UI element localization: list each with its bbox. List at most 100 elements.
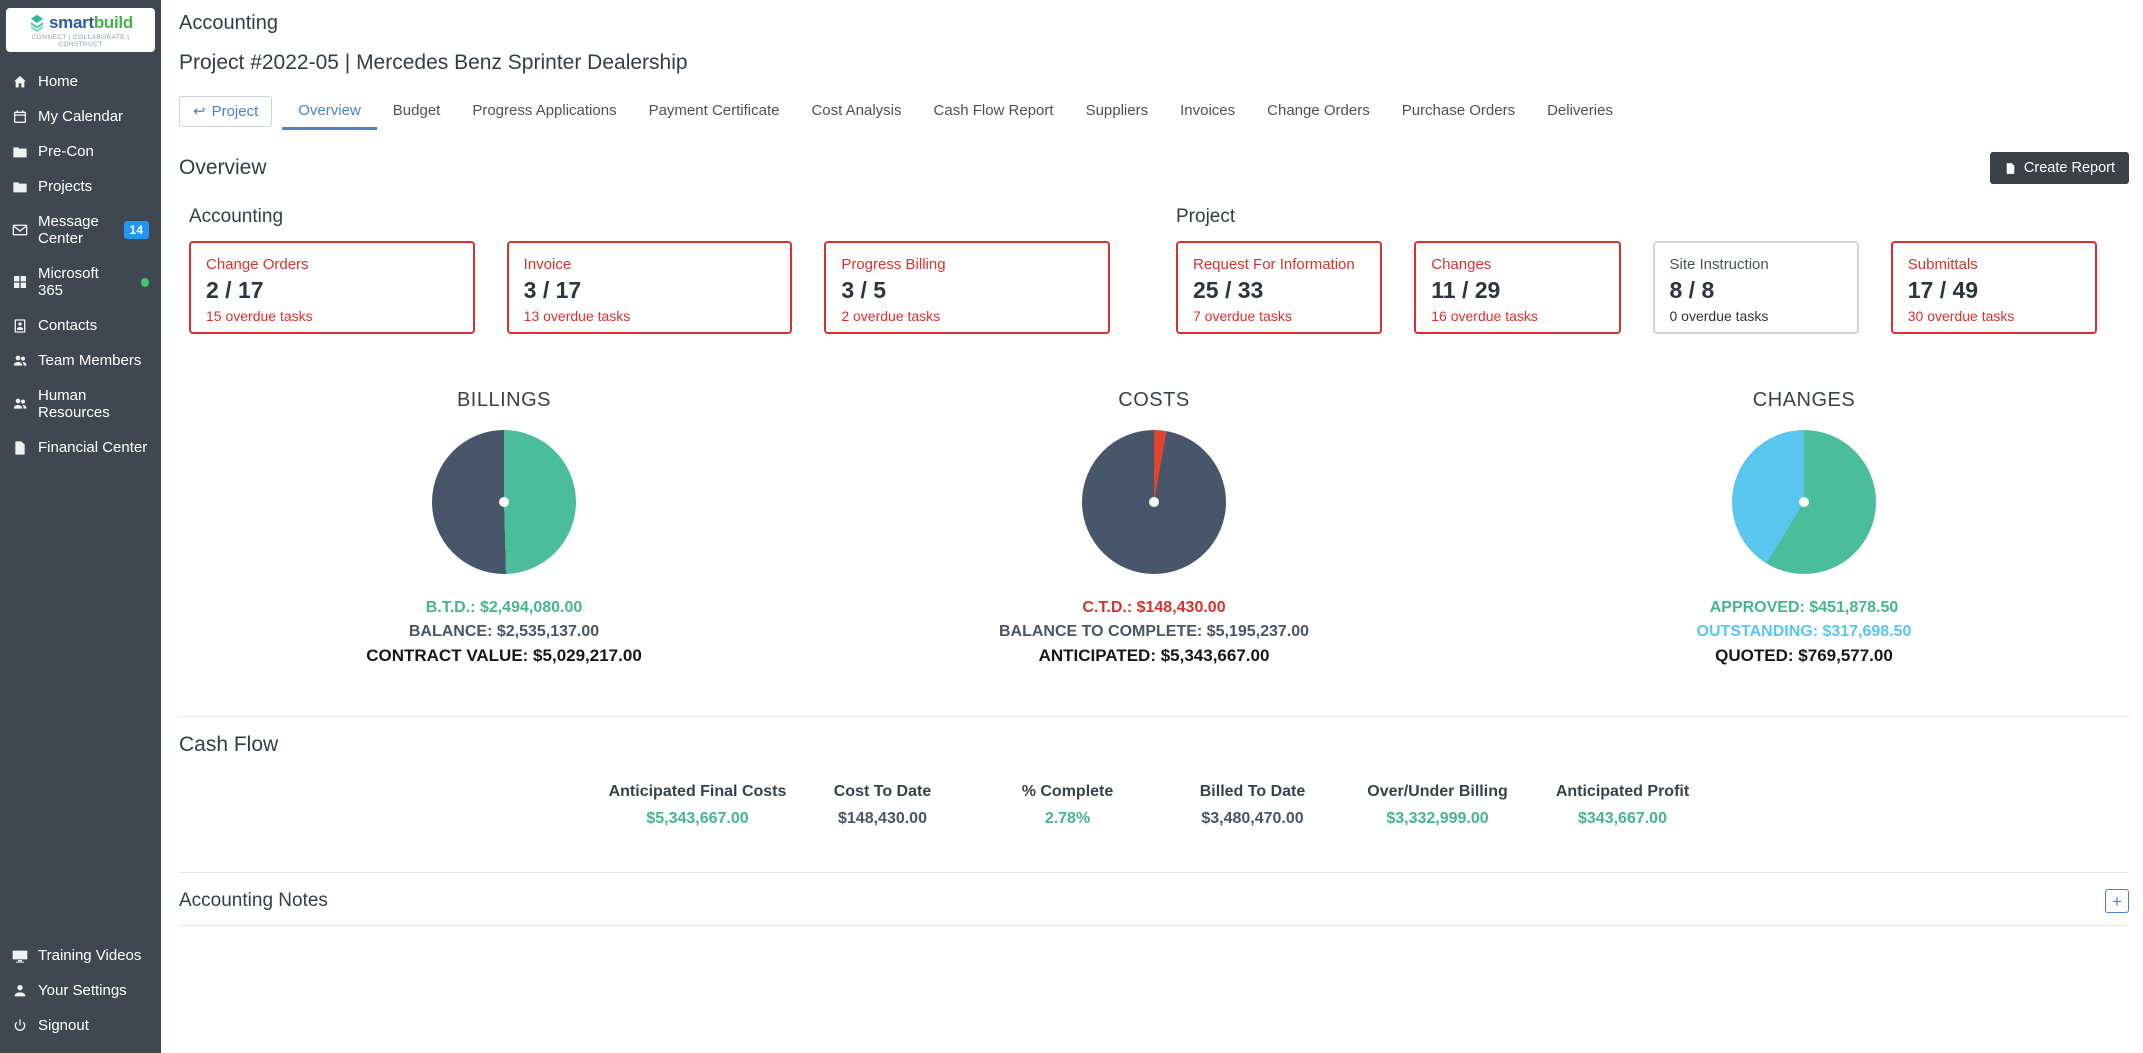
card-overdue: 30 overdue tasks [1907,308,2015,324]
costs-pie-chart [1082,430,1226,574]
kpi-group-accounting: Accounting Change Orders 2 / 17 15 overd… [189,206,1111,334]
notes-divider [179,925,2129,926]
card-count: 25 / 33 [1193,277,1264,303]
quoted-line: QUOTED: $769,577.00 [1715,646,1893,665]
outstanding-line: OUTSTANDING: $317,698.50 [1696,623,1912,640]
sidebar-item-financial-center[interactable]: Financial Center [0,430,161,465]
balance-to-complete-line: BALANCE TO COMPLETE: $5,195,237.00 [998,623,1310,640]
sidebar-item-message-center[interactable]: Message Center 14 [0,204,161,256]
cf-value: 2.78% [1044,810,1091,827]
sidebar-item-signout[interactable]: Signout [0,1008,161,1043]
accounting-notes-title: Accounting Notes [179,890,328,911]
cf-value: $3,332,999.00 [1386,810,1489,827]
card-title: Request For Information [1193,256,1355,273]
cash-flow-table: Anticipated Final Costs $5,343,667.00 Co… [605,781,2129,828]
chart-title: CHANGES [1752,389,1856,411]
card-overdue: 2 overdue tasks [841,308,941,324]
sidebar-item-human-resources[interactable]: Human Resources [0,378,161,430]
sidebar-item-team-members[interactable]: Team Members [0,343,161,378]
group-title: Accounting [189,206,284,227]
chart-title: BILLINGS [456,389,552,411]
sidebar-item-home[interactable]: Home [0,64,161,99]
kpi-card-site-instruction[interactable]: Site Instruction 8 / 8 0 overdue tasks [1652,241,1859,334]
tab-purchase-orders[interactable]: Purchase Orders [1401,102,1516,119]
kpi-card-changes[interactable]: Changes 11 / 29 16 overdue tasks [1414,241,1621,334]
overview-header-row: Overview Create Report [179,152,2129,184]
cf-col-anticipated-final-costs: Anticipated Final Costs $5,343,667.00 [605,781,790,828]
group-title: Project [1176,206,1236,227]
cf-header: Billed To Date [1199,783,1306,800]
sidebar-item-projects[interactable]: Projects [0,169,161,204]
back-to-project-button[interactable]: ↩ Project [179,96,273,127]
tab-deliveries[interactable]: Deliveries [1547,102,1613,119]
costs-chart: COSTS C.T.D.: $148,430.00 BALANCE TO COM… [829,389,1479,668]
tab-budget[interactable]: Budget [392,102,441,119]
tab-payment-certificate[interactable]: Payment Certificate [648,102,780,119]
cf-value: $148,430.00 [838,810,927,827]
people-icon [14,398,27,409]
kpi-card-invoice[interactable]: Invoice 3 / 17 13 overdue tasks [506,241,793,334]
card-title: Submittals [1907,256,1978,273]
sidebar-item-your-settings[interactable]: Your Settings [0,973,161,1008]
cf-header: Cost To Date [833,783,932,800]
tab-cost-analysis[interactable]: Cost Analysis [811,102,902,119]
tab-invoices[interactable]: Invoices [1180,102,1236,119]
sidebar-item-microsoft-365[interactable]: Microsoft 365 [0,256,161,308]
anticipated-line: ANTICIPATED: $5,343,667.00 [1038,646,1270,665]
cf-col-percent-complete: % Complete 2.78% [975,781,1160,828]
kpi-card-submittals[interactable]: Submittals 17 / 49 30 overdue tasks [1890,241,2097,334]
cf-col-billed-to-date: Billed To Date $3,480,470.00 [1160,781,1345,828]
kpi-group-project: Project Request For Information 25 / 33 … [1176,206,2097,334]
tab-cash-flow-report[interactable]: Cash Flow Report [933,102,1054,119]
tab-change-orders[interactable]: Change Orders [1267,102,1370,119]
folder-icon [13,146,27,157]
add-note-button[interactable]: + [2105,889,2129,913]
sidebar-item-label: Financial Center [38,439,148,456]
contract-value-line: CONTRACT VALUE: $5,029,217.00 [366,646,642,665]
sidebar-item-label: Team Members [38,352,142,369]
sidebar-item-label: Pre-Con [38,143,94,160]
smartbuild-logo[interactable]: smartbuild CONNECT | COLLABORATE | CONST… [6,8,155,52]
envelope-icon [12,224,28,236]
tab-suppliers[interactable]: Suppliers [1085,102,1149,119]
ctd-line: C.T.D.: $148,430.00 [1082,599,1226,616]
tab-overview[interactable]: Overview [282,93,377,130]
sidebar-item-label: Message Center [38,213,99,247]
card-title: Progress Billing [841,256,946,273]
sidebar-item-pre-con[interactable]: Pre-Con [0,134,161,169]
changes-pie-chart [1732,430,1876,574]
sidebar-item-label: Microsoft 365 [38,265,99,299]
page-title: Overview [179,156,267,179]
card-title: Change Orders [206,256,309,273]
tab-progress-applications[interactable]: Progress Applications [472,102,617,119]
project-title: Project #2022-05 | Mercedes Benz Sprinte… [179,51,688,74]
kpi-card-request-for-information[interactable]: Request For Information 25 / 33 7 overdu… [1176,241,1383,334]
sidebar-item-label: Signout [38,1017,89,1034]
kpi-card-progress-billing[interactable]: Progress Billing 3 / 5 2 overdue tasks [824,241,1111,334]
billings-chart: BILLINGS B.T.D.: $2,494,080.00 BALANCE: … [179,389,829,668]
kpi-card-change-orders[interactable]: Change Orders 2 / 17 15 overdue tasks [189,241,475,334]
changes-chart: CHANGES APPROVED: $451,878.50 OUTSTANDIN… [1479,389,2129,668]
sidebar-nav: Home My Calendar Pre-Con Projects Messag… [0,64,161,465]
contacts-icon [14,318,26,333]
cf-col-over-under-billing: Over/Under Billing $3,332,999.00 [1345,781,1530,828]
grid-icon [14,276,26,288]
sidebar-item-contacts[interactable]: Contacts [0,308,161,343]
card-title: Site Instruction [1669,256,1769,273]
user-icon [14,984,26,996]
folder-icon [13,181,27,192]
sidebar-item-label: Contacts [38,317,98,334]
sidebar-item-my-calendar[interactable]: My Calendar [0,99,161,134]
cf-value: $343,667.00 [1578,810,1667,827]
brand-text: smartbuild [49,13,133,32]
create-report-button[interactable]: Create Report [1989,152,2129,184]
cf-header: % Complete [1021,783,1114,800]
sidebar-item-training-videos[interactable]: Training Videos [0,938,161,973]
charts-row: BILLINGS B.T.D.: $2,494,080.00 BALANCE: … [179,389,2129,668]
main-content: Accounting Project #2022-05 | Mercedes B… [161,0,2143,1053]
card-overdue: 16 overdue tasks [1431,308,1538,324]
message-count-badge: 14 [123,221,149,239]
smartbuild-logo-icon [31,14,44,32]
cf-col-anticipated-profit: Anticipated Profit $343,667.00 [1530,781,1715,828]
